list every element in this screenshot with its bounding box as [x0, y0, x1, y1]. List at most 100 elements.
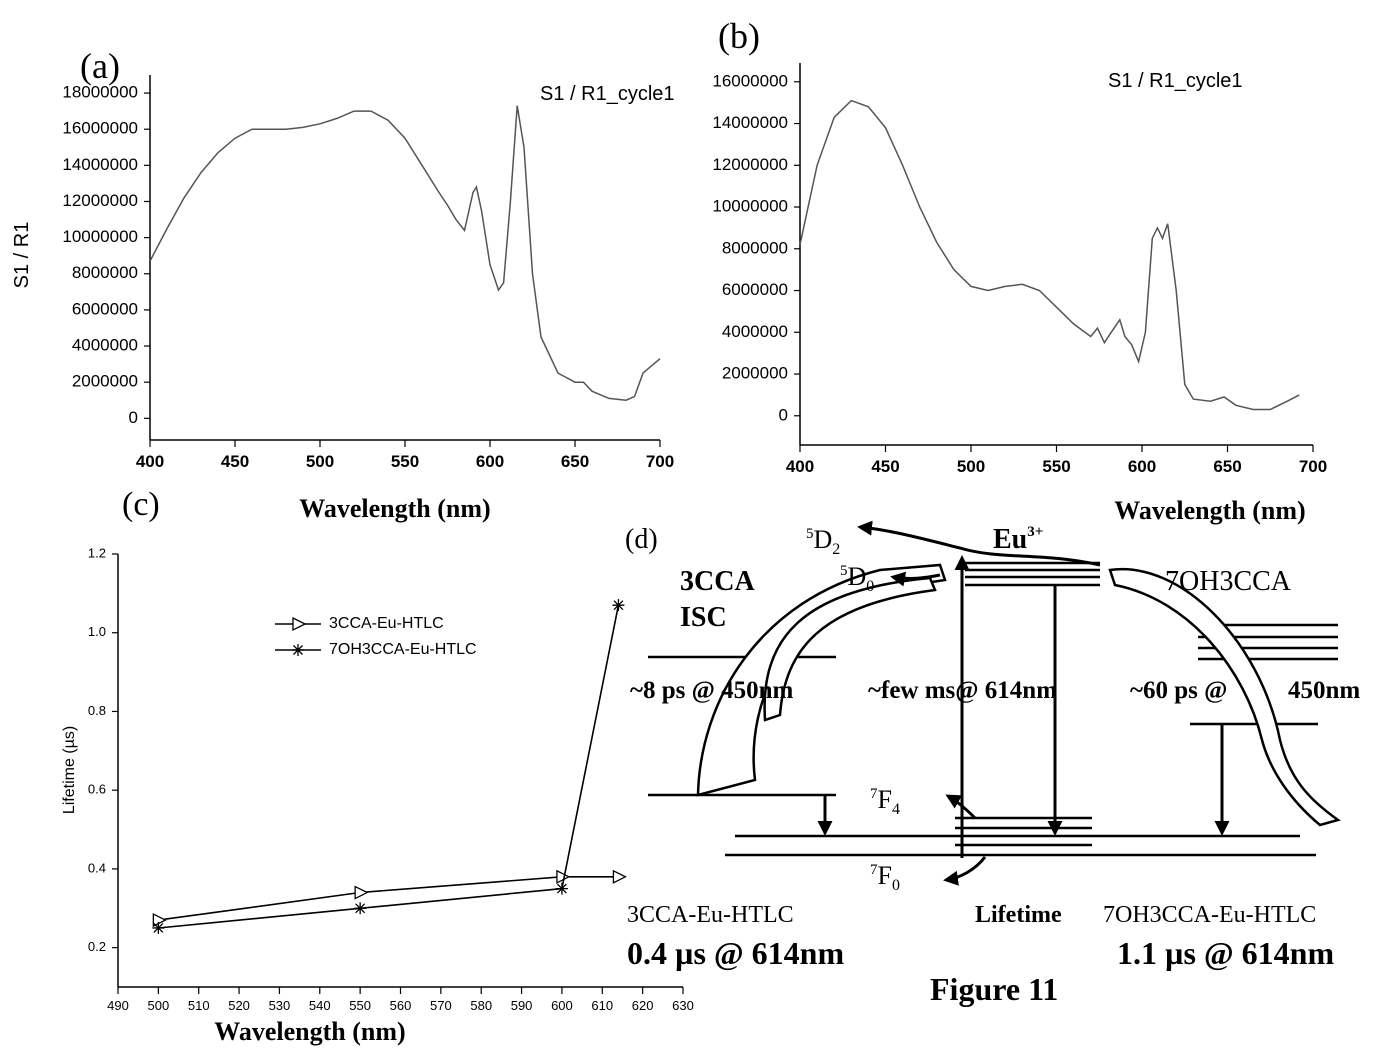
x-tick-label: 560 [390, 998, 412, 1013]
y-tick-label: 0.2 [88, 939, 106, 954]
arrow [943, 856, 987, 886]
marker [152, 921, 165, 934]
x-tick-label: 400 [786, 457, 814, 476]
level-label: 7F0 [870, 861, 900, 894]
x-tick-label: 590 [511, 998, 533, 1013]
panel-label: (c) [122, 486, 160, 523]
y-tick-label: 0.6 [88, 782, 106, 797]
y-tick-label: 0 [129, 408, 138, 427]
level-label: 7F4 [870, 785, 900, 818]
y-tick-label: 4000000 [72, 336, 138, 355]
y-tick-label: 10000000 [62, 227, 138, 246]
y-tick-label: 8000000 [72, 263, 138, 282]
x-tick-label: 500 [306, 452, 334, 471]
marker [292, 644, 304, 656]
energy-diagram [648, 520, 1341, 886]
curved-arrow [763, 576, 937, 722]
x-tick-label: 450 [221, 452, 249, 471]
diagram-labels: (d) Eu3+ 5D2 5D0 7F4 7F0 3CCA ISC 7OH3CC… [625, 524, 1360, 1007]
x-tick-label: 400 [136, 452, 164, 471]
legend-label: 3CCA-Eu-HTLC [329, 615, 444, 632]
level-term: D [848, 562, 867, 591]
y-tick-label: 10000000 [712, 197, 788, 216]
data-line [149, 105, 661, 401]
marker [354, 902, 367, 915]
figure-title: Figure 11 [930, 971, 1058, 1007]
marker [354, 885, 369, 900]
annotation: S1 / R1_cycle1 [1108, 70, 1243, 92]
panel-label: (a) [80, 46, 120, 86]
level-sub: 0 [866, 578, 874, 595]
x-tick-label: 520 [228, 998, 250, 1013]
legend-label: 7OH3CCA-Eu-HTLC [329, 641, 477, 658]
level-term: F [878, 861, 892, 890]
ion-label: Eu3+ [993, 524, 1043, 555]
y-tick-label: 0.4 [88, 860, 106, 875]
x-tick-label: 620 [632, 998, 654, 1013]
compound-label: 7OH3CCA [1165, 566, 1292, 597]
y-tick-label: 6000000 [722, 280, 788, 299]
y-tick-label: 12000000 [62, 191, 138, 210]
level-sub: 4 [892, 801, 900, 818]
y-tick-label: 4000000 [722, 322, 788, 341]
arrow [857, 520, 1101, 567]
lifetime-value: 0.4 µs @ 614nm [627, 935, 844, 971]
marker [555, 882, 568, 895]
level-label: 5D0 [840, 562, 874, 595]
time-label: 450nm [1288, 677, 1360, 704]
x-tick-label: 600 [476, 452, 504, 471]
chart: 0.2 0.4 0.6 0.8 1.0 1.2 490 500 510 520 530 540 550 5… [61, 486, 694, 1046]
level-sub: 2 [832, 541, 840, 558]
y-tick-label: 1.0 [88, 624, 106, 639]
y-tick-label: 0.8 [88, 703, 106, 718]
data-line [158, 876, 619, 921]
level-sup: 5 [806, 526, 814, 542]
marker [152, 913, 167, 928]
y-tick-label: 18000000 [62, 83, 138, 102]
chart: 0 2000000 4000000 6000000 8000000 10000000 120… [11, 46, 675, 523]
x-tick-label: 490 [107, 998, 129, 1013]
lifetime-label: Lifetime [975, 902, 1062, 928]
x-tick-label: 550 [349, 998, 371, 1013]
y-axis-label: S1 / R1 [11, 222, 33, 289]
data-line [158, 605, 620, 929]
level-sup: 7 [870, 862, 878, 878]
x-axis-label: Wavelength (nm) [299, 494, 490, 523]
isc-label: ISC [680, 602, 727, 633]
level-term: F [878, 785, 892, 814]
y-tick-label: 12000000 [712, 155, 788, 174]
panel-label: (d) [625, 524, 658, 555]
y-tick-label: 16000000 [62, 119, 138, 138]
time-label: ~8 ps @ 450nm [630, 677, 794, 704]
x-tick-label: 450 [871, 457, 899, 476]
compound-name: 7OH3CCA-Eu-HTLC [1103, 902, 1316, 928]
x-tick-label: 610 [591, 998, 613, 1013]
y-tick-label: 2000000 [72, 372, 138, 391]
curved-arrow [1108, 567, 1341, 827]
y-tick-label: 2000000 [722, 364, 788, 383]
x-tick-label: 700 [1299, 457, 1327, 476]
annotation: S1 / R1_cycle1 [540, 83, 675, 105]
arrow [945, 794, 977, 820]
marker [292, 616, 307, 632]
x-tick-label: 570 [430, 998, 452, 1013]
data-line [799, 99, 1300, 411]
x-tick-label: 600 [1128, 457, 1156, 476]
level-label: 5D2 [806, 525, 840, 558]
x-tick-label: 540 [309, 998, 331, 1013]
x-tick-label: 500 [148, 998, 170, 1013]
panel-label: (b) [718, 16, 760, 56]
lifetime-value: 1.1 µs @ 614nm [1117, 935, 1334, 971]
x-tick-label: 650 [561, 452, 589, 471]
x-axis-label: Wavelength (nm) [214, 1017, 405, 1046]
level-term: D [814, 525, 833, 554]
x-tick-label: 550 [1042, 457, 1070, 476]
compound-label: 3CCA [680, 566, 755, 597]
y-tick-label: 6000000 [72, 299, 138, 318]
y-axis-label: Lifetime (µs) [61, 726, 78, 814]
time-label: ~few ms@ 614nm [868, 677, 1057, 704]
x-tick-label: 550 [391, 452, 419, 471]
ion-charge: 3+ [1027, 524, 1043, 540]
